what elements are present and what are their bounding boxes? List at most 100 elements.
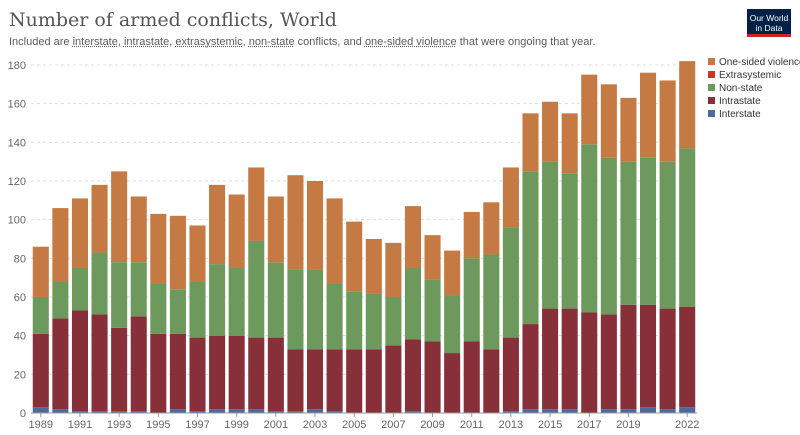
bar-segment[interactable]	[542, 161, 559, 309]
bar-segment[interactable]	[346, 221, 363, 292]
bar-segment[interactable]	[346, 291, 363, 350]
bar-segment[interactable]	[228, 194, 245, 268]
bar-segment[interactable]	[189, 337, 206, 412]
bar-segment[interactable]	[502, 411, 519, 413]
bar-segment[interactable]	[522, 409, 539, 413]
bar-segment[interactable]	[463, 211, 480, 259]
bar-segment[interactable]	[32, 407, 49, 413]
bar-segment[interactable]	[502, 167, 519, 228]
legend-label[interactable]: Interstate	[719, 109, 761, 120]
bar-segment[interactable]	[365, 293, 382, 350]
bar-segment[interactable]	[483, 254, 500, 350]
bar-segment[interactable]	[679, 407, 696, 413]
legend-label[interactable]: Non-state	[719, 83, 763, 94]
bar-segment[interactable]	[561, 173, 578, 309]
interstate-link[interactable]: interstate	[72, 36, 118, 48]
legend-label[interactable]: One-sided violence	[719, 57, 800, 68]
bar-segment[interactable]	[404, 206, 422, 268]
bar-segment[interactable]	[600, 84, 617, 158]
bar-segment[interactable]	[444, 353, 461, 413]
bar-segment[interactable]	[287, 269, 304, 350]
bar-segment[interactable]	[483, 349, 500, 413]
bar-segment[interactable]	[71, 310, 89, 412]
bar-segment[interactable]	[659, 161, 676, 309]
bar-segment[interactable]	[620, 304, 637, 410]
legend-label[interactable]: Extrasystemic	[719, 70, 781, 81]
bar-segment[interactable]	[209, 335, 226, 410]
bar-segment[interactable]	[600, 314, 617, 410]
bar-segment[interactable]	[91, 252, 108, 315]
bar-segment[interactable]	[150, 283, 167, 334]
bar-segment[interactable]	[365, 349, 382, 413]
bar-segment[interactable]	[52, 281, 69, 319]
bar-segment[interactable]	[248, 167, 265, 241]
bar-segment[interactable]	[248, 409, 265, 413]
bar-segment[interactable]	[542, 101, 559, 162]
intrastate-link[interactable]: intrastate	[123, 36, 170, 48]
bar-segment[interactable]	[228, 268, 245, 336]
bar-segment[interactable]	[620, 161, 637, 305]
bar-segment[interactable]	[659, 308, 676, 410]
bar-segment[interactable]	[248, 337, 265, 410]
bar-segment[interactable]	[561, 308, 578, 410]
bar-segment[interactable]	[385, 345, 402, 413]
bar-segment[interactable]	[522, 171, 539, 325]
bar-segment[interactable]	[228, 335, 245, 410]
bar-segment[interactable]	[385, 242, 402, 297]
bar-segment[interactable]	[424, 279, 441, 342]
bar-segment[interactable]	[209, 184, 226, 265]
bar-segment[interactable]	[424, 341, 441, 413]
bar-segment[interactable]	[267, 337, 284, 412]
bar-segment[interactable]	[639, 304, 657, 408]
bar-segment[interactable]	[287, 411, 304, 413]
bar-segment[interactable]	[365, 239, 382, 294]
bar-segment[interactable]	[209, 264, 226, 336]
bar-segment[interactable]	[287, 175, 304, 270]
bar-segment[interactable]	[150, 333, 167, 413]
bar-segment[interactable]	[189, 225, 206, 282]
bar-segment[interactable]	[483, 202, 500, 255]
bar-segment[interactable]	[600, 157, 617, 315]
bar-segment[interactable]	[111, 327, 128, 412]
bar-segment[interactable]	[346, 349, 363, 413]
bar-segment[interactable]	[326, 411, 343, 413]
bar-segment[interactable]	[71, 411, 89, 413]
bar-segment[interactable]	[130, 262, 147, 317]
bar-segment[interactable]	[581, 74, 598, 145]
bar-segment[interactable]	[542, 409, 559, 413]
bar-segment[interactable]	[52, 409, 69, 413]
bar-segment[interactable]	[111, 262, 128, 328]
bar-segment[interactable]	[169, 333, 186, 410]
bar-segment[interactable]	[209, 409, 226, 413]
bar-segment[interactable]	[522, 324, 539, 410]
bar-segment[interactable]	[561, 409, 578, 413]
bar-segment[interactable]	[620, 97, 637, 162]
bar-segment[interactable]	[52, 208, 69, 282]
bar-segment[interactable]	[71, 268, 89, 311]
bar-segment[interactable]	[620, 409, 637, 413]
bar-segment[interactable]	[444, 295, 461, 354]
bar-segment[interactable]	[91, 184, 108, 253]
bar-segment[interactable]	[679, 148, 696, 307]
bar-segment[interactable]	[581, 312, 598, 413]
bar-segment[interactable]	[111, 171, 128, 263]
bar-segment[interactable]	[502, 227, 519, 338]
bar-segment[interactable]	[306, 409, 324, 413]
bar-segment[interactable]	[169, 289, 186, 334]
bar-segment[interactable]	[32, 246, 49, 297]
bar-segment[interactable]	[130, 411, 147, 413]
bar-segment[interactable]	[130, 316, 147, 412]
bar-segment[interactable]	[169, 409, 186, 413]
bar-segment[interactable]	[424, 235, 441, 280]
extrasystemic-link[interactable]: extrasystemic	[175, 36, 243, 48]
bar-segment[interactable]	[659, 80, 676, 162]
bar-segment[interactable]	[385, 297, 402, 346]
bar-segment[interactable]	[91, 411, 108, 413]
bar-segment[interactable]	[404, 411, 422, 413]
bar-segment[interactable]	[679, 306, 696, 408]
bar-segment[interactable]	[639, 72, 657, 158]
bar-segment[interactable]	[71, 198, 89, 268]
bar-segment[interactable]	[561, 113, 578, 174]
bar-segment[interactable]	[111, 411, 128, 413]
non-state-link[interactable]: non-state	[248, 36, 295, 48]
